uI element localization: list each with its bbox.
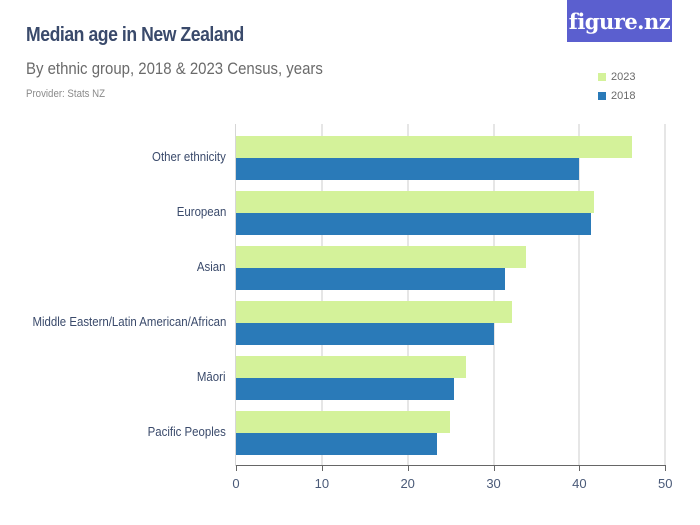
x-axis-tick-label: 10: [314, 476, 330, 491]
category-label: European: [176, 204, 226, 219]
bar-2023: [236, 356, 467, 378]
bar-2023: [236, 136, 632, 158]
bar-2018: [236, 158, 579, 180]
x-axis-line: [236, 465, 666, 466]
category-label: Middle Eastern/Latin American/African: [32, 314, 226, 329]
legend-item-2023: 2023: [598, 71, 635, 83]
x-axis-tick-label: 30: [486, 476, 501, 491]
bar-2018: [236, 268, 505, 290]
bar-2018: [236, 213, 592, 235]
legend-swatch-2023: [598, 73, 606, 81]
chart-subtitle: By ethnic group, 2018 & 2023 Census, yea…: [26, 59, 323, 78]
legend-swatch-2018: [598, 92, 606, 100]
x-axis-tick-label: 40: [572, 476, 587, 491]
x-axis-tick-label: 20: [400, 476, 415, 491]
data-provider: Provider: Stats NZ: [26, 88, 106, 100]
bar-2023: [236, 191, 594, 213]
category-label: Māori: [197, 369, 226, 384]
gridline: [492, 124, 495, 466]
bar-2023: [236, 246, 527, 268]
bar-2023: [236, 301, 513, 323]
gridline: [320, 124, 323, 466]
figure-nz-logo[interactable]: figure.nz: [567, 0, 672, 42]
x-axis-tick: [322, 465, 323, 471]
category-label: Other ethnicity: [152, 149, 226, 164]
y-axis-line: [235, 124, 236, 466]
legend-item-2018: 2018: [598, 90, 635, 102]
x-axis-tick: [236, 465, 237, 471]
x-axis-tick: [408, 465, 409, 471]
legend-label: 2018: [611, 90, 636, 102]
gridline: [578, 124, 581, 466]
gridline: [406, 124, 409, 466]
x-axis-tick-label: 0: [232, 476, 240, 491]
x-axis-tick: [665, 465, 666, 471]
x-axis-tick: [494, 465, 495, 471]
bar-2018: [236, 433, 437, 455]
bar-2023: [236, 411, 450, 433]
gridline: [664, 124, 667, 466]
chart-title: Median age in New Zealand: [26, 24, 244, 46]
category-label: Asian: [197, 259, 226, 274]
x-axis-tick-label: 50: [658, 476, 673, 491]
bar-2018: [236, 378, 455, 400]
bar-2018: [236, 323, 495, 345]
legend-label: 2023: [611, 71, 636, 83]
x-axis-tick: [579, 465, 580, 471]
category-label: Pacific Peoples: [147, 424, 226, 439]
